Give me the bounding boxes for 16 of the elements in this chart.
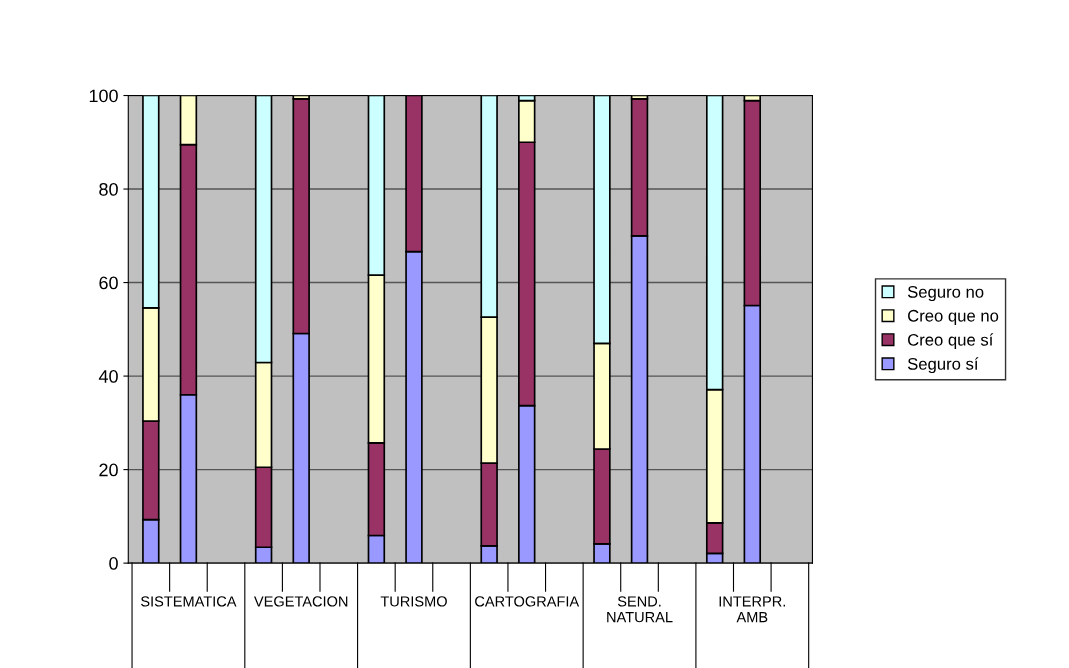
text: SISTEMATICA [141,596,237,607]
legend-label: Creo que sí [908,333,994,350]
text: SEND. NATURAL [607,596,673,623]
y-tick-label: 80 [99,182,118,196]
text: VEGETACION [253,596,348,607]
legend-label: Creo que no [908,309,999,325]
y-tick-label: 100 [89,89,118,103]
y-tick-label: 40 [98,370,118,383]
text: TURISMO [380,596,447,607]
legend-label: Seguro sí [907,357,979,374]
text: CARTOGRAFIA [475,596,580,607]
legend-label: Seguro no [907,286,984,302]
y-tick-label: 0 [109,557,118,570]
text: INTERPR. AMB [719,596,785,623]
y-tick-label: 20 [99,463,118,477]
y-tick-label: 60 [99,276,118,290]
